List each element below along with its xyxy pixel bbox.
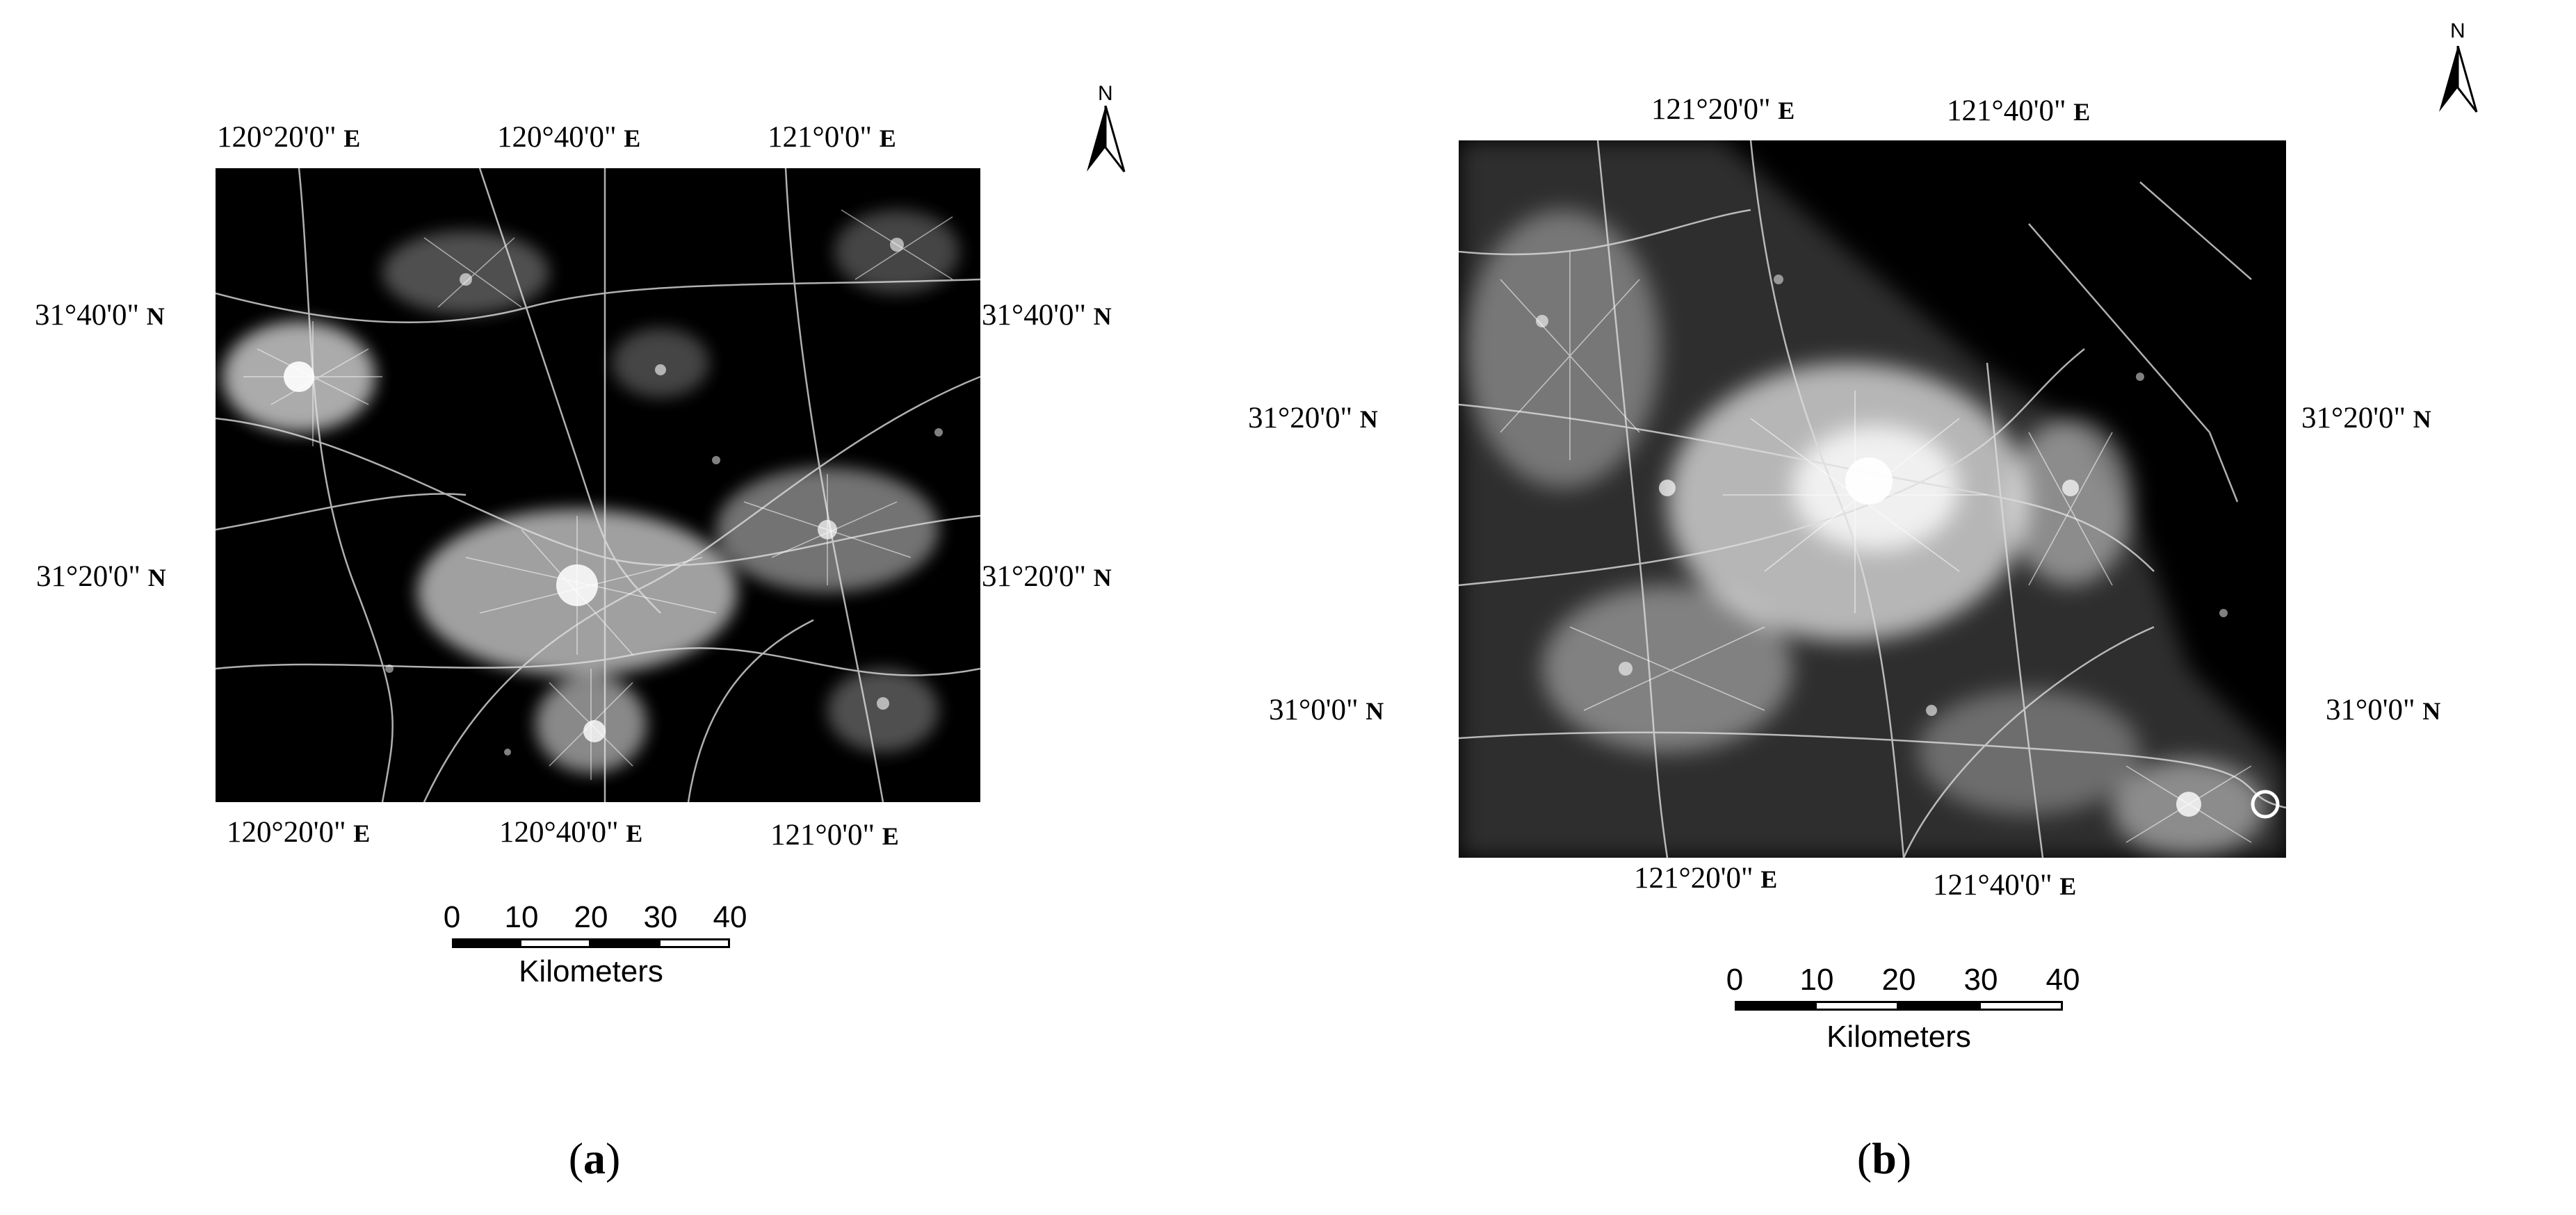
north-arrow-icon [2439, 46, 2478, 113]
scale-tick-label: 0 [1726, 963, 1744, 997]
scale-segment-dark [589, 938, 661, 948]
bottom-longitude-label: 120°40'0" E [499, 816, 643, 849]
scale-segment-dark [1897, 1001, 1981, 1011]
top-longitude-label: 121°0'0" E [768, 121, 896, 154]
map-imagery-b [1459, 140, 2286, 858]
north-arrow-b: N [2433, 21, 2482, 118]
panel-caption-a: (a) [568, 1134, 621, 1183]
top-longitude-label: 121°20'0" E [1651, 93, 1795, 126]
scale-segment-light [1979, 1001, 2063, 1011]
scale-tick-label: 40 [2046, 963, 2080, 997]
north-letter: N [2450, 19, 2465, 42]
bottom-longitude-label: 121°40'0" E [1933, 869, 2077, 902]
scale-tick-label: 30 [643, 900, 678, 934]
right-latitude-label: 31°0'0" N [2326, 694, 2441, 726]
left-latitude-label: 31°0'0" N [1269, 694, 1384, 726]
scale-tick-label: 20 [574, 900, 608, 934]
scale-tick-label: 10 [504, 900, 539, 934]
right-latitude-label: 31°20'0" N [2301, 402, 2431, 434]
night-light-map-b [1459, 140, 2286, 858]
north-arrow-a: N [1081, 83, 1130, 174]
bottom-longitude-label: 121°20'0" E [1634, 862, 1778, 895]
scale-tick-label: 40 [713, 900, 747, 934]
left-latitude-label: 31°40'0" N [35, 299, 165, 332]
north-letter: N [1098, 82, 1113, 105]
scale-tick-label: 20 [1881, 963, 1916, 997]
bottom-longitude-label: 120°20'0" E [227, 816, 371, 849]
bottom-longitude-label: 121°0'0" E [770, 819, 899, 851]
scale-tick-label: 0 [443, 900, 461, 934]
top-longitude-label: 120°20'0" E [217, 121, 361, 154]
left-latitude-label: 31°20'0" N [36, 560, 166, 593]
scale-segment-dark [452, 938, 521, 948]
scale-unit-label: Kilometers [519, 954, 663, 988]
scale-tick-label: 10 [1799, 963, 1834, 997]
scale-segment-light [1815, 1001, 1899, 1011]
map-imagery-a [216, 168, 980, 802]
scale-segment-light [519, 938, 591, 948]
left-latitude-label: 31°20'0" N [1248, 402, 1378, 434]
ring-feature [2251, 790, 2280, 819]
night-light-map-a [216, 168, 980, 802]
scale-tick-label: 30 [1963, 963, 1998, 997]
panel-caption-b: (b) [1856, 1134, 1912, 1183]
right-latitude-label: 31°20'0" N [982, 560, 1112, 593]
north-arrow-icon [1087, 106, 1126, 172]
scale-unit-label: Kilometers [1826, 1020, 1971, 1054]
top-longitude-label: 121°40'0" E [1947, 95, 2091, 127]
right-latitude-label: 31°40'0" N [982, 299, 1112, 332]
top-longitude-label: 120°40'0" E [497, 121, 641, 154]
scale-segment-light [658, 938, 730, 948]
scale-segment-dark [1735, 1001, 1817, 1011]
